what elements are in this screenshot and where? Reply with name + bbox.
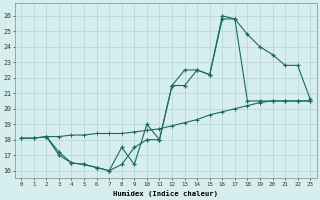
X-axis label: Humidex (Indice chaleur): Humidex (Indice chaleur): [113, 190, 218, 197]
